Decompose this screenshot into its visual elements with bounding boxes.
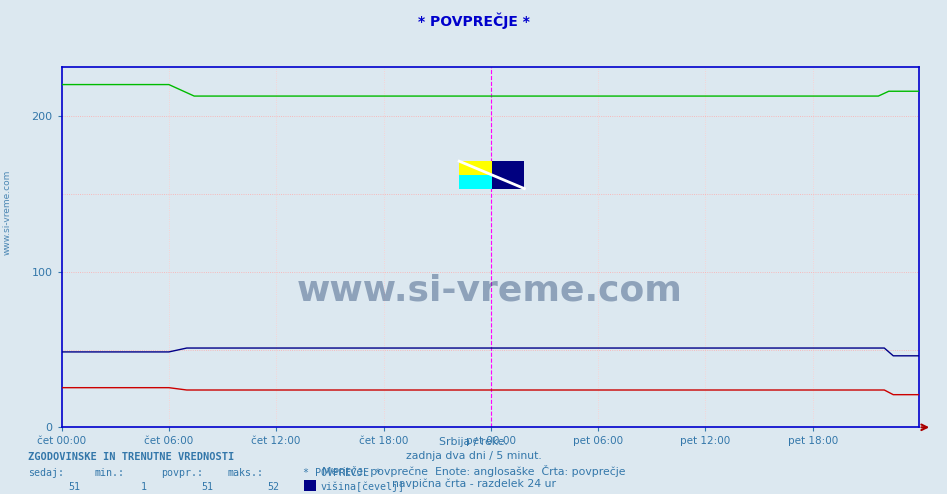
- Polygon shape: [459, 175, 491, 189]
- Text: ZGODOVINSKE IN TRENUTNE VREDNOSTI: ZGODOVINSKE IN TRENUTNE VREDNOSTI: [28, 452, 235, 462]
- Text: min.:: min.:: [95, 468, 125, 478]
- Text: 52: 52: [267, 482, 279, 492]
- Text: 1: 1: [141, 482, 147, 492]
- Text: www.si-vreme.com: www.si-vreme.com: [297, 273, 683, 307]
- Text: povpr.:: povpr.:: [161, 468, 203, 478]
- Text: Meritve: povprečne  Enote: anglosaške  Črta: povprečje: Meritve: povprečne Enote: anglosaške Črt…: [322, 465, 625, 477]
- Text: * POVPREČJE *: * POVPREČJE *: [303, 468, 381, 478]
- Text: zadnja dva dni / 5 minut.: zadnja dva dni / 5 minut.: [405, 451, 542, 461]
- Text: 51: 51: [68, 482, 80, 492]
- Text: navpična črta - razdelek 24 ur: navpična črta - razdelek 24 ur: [391, 479, 556, 489]
- Text: 51: 51: [201, 482, 213, 492]
- Text: * POVPREČJE *: * POVPREČJE *: [418, 12, 529, 29]
- Text: sedaj:: sedaj:: [28, 468, 64, 478]
- Text: maks.:: maks.:: [227, 468, 263, 478]
- Text: www.si-vreme.com: www.si-vreme.com: [3, 170, 12, 255]
- Text: Srbija / reke.: Srbija / reke.: [439, 437, 508, 447]
- Text: višina[čevelj]: višina[čevelj]: [320, 482, 404, 492]
- Polygon shape: [491, 161, 525, 189]
- Polygon shape: [459, 161, 491, 175]
